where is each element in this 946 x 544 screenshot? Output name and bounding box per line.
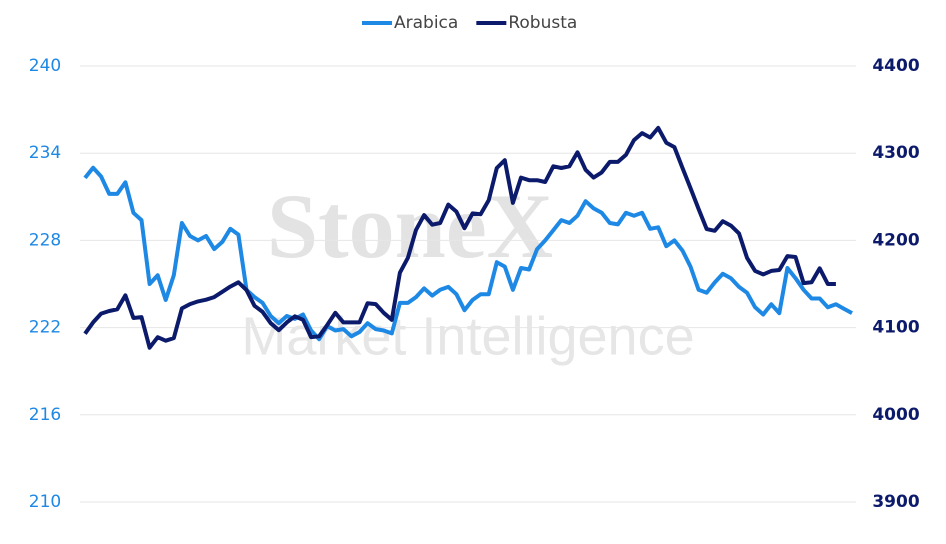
y-tick-label: 228: [29, 230, 61, 250]
y2-tick-label: 4100: [872, 318, 919, 338]
y-tick-label: 234: [29, 143, 61, 163]
series-line: [83, 125, 836, 350]
y2-tick-label: 4200: [872, 230, 919, 250]
y2-tick-label: 4000: [872, 405, 919, 425]
y2-tick-label: 4400: [872, 56, 919, 76]
legend-label: Arabica: [394, 13, 458, 33]
y-tick-label: 210: [29, 492, 61, 512]
legend-label: Robusta: [508, 13, 577, 33]
watermark-title: StoneX: [267, 175, 553, 277]
y2-tick-label: 3900: [872, 492, 919, 512]
y-tick-label: 222: [29, 318, 61, 338]
y-tick-label: 240: [29, 56, 61, 76]
y-tick-label: 216: [29, 405, 61, 425]
series-line: [83, 165, 853, 342]
y2-tick-label: 4300: [872, 143, 919, 163]
